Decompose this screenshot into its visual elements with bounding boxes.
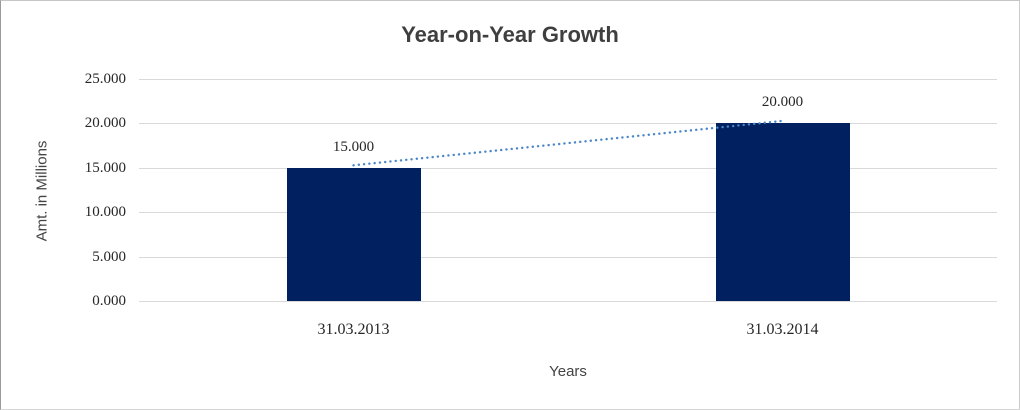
y-axis-tick-label: 0.000 bbox=[92, 293, 126, 309]
gridline bbox=[139, 167, 997, 169]
x-axis-title: Years bbox=[549, 363, 587, 380]
gridline bbox=[139, 212, 997, 214]
chart-title: Year-on-Year Growth bbox=[401, 22, 619, 47]
y-axis-tick-label: 15.000 bbox=[84, 159, 126, 176]
y-axis-tick-label: 5.000 bbox=[92, 248, 126, 265]
y-axis-tick-label: 20.000 bbox=[84, 115, 126, 132]
x-axis-category-label: 31.03.2013 bbox=[317, 321, 390, 338]
bar bbox=[715, 123, 850, 301]
x-axis-category-label: 31.03.2014 bbox=[746, 321, 819, 338]
gridline bbox=[139, 79, 997, 80]
gridline bbox=[139, 256, 997, 258]
data-label: 20.000 bbox=[761, 94, 804, 111]
gridline bbox=[139, 301, 997, 302]
data-label: 15.000 bbox=[332, 138, 375, 155]
y-axis-tick-label: 25.000 bbox=[84, 71, 126, 87]
gridline bbox=[139, 123, 997, 125]
y-axis-tick-label: 10.000 bbox=[84, 204, 126, 221]
bar bbox=[286, 167, 421, 301]
y-axis-title: Amt. in Millions bbox=[33, 140, 51, 242]
